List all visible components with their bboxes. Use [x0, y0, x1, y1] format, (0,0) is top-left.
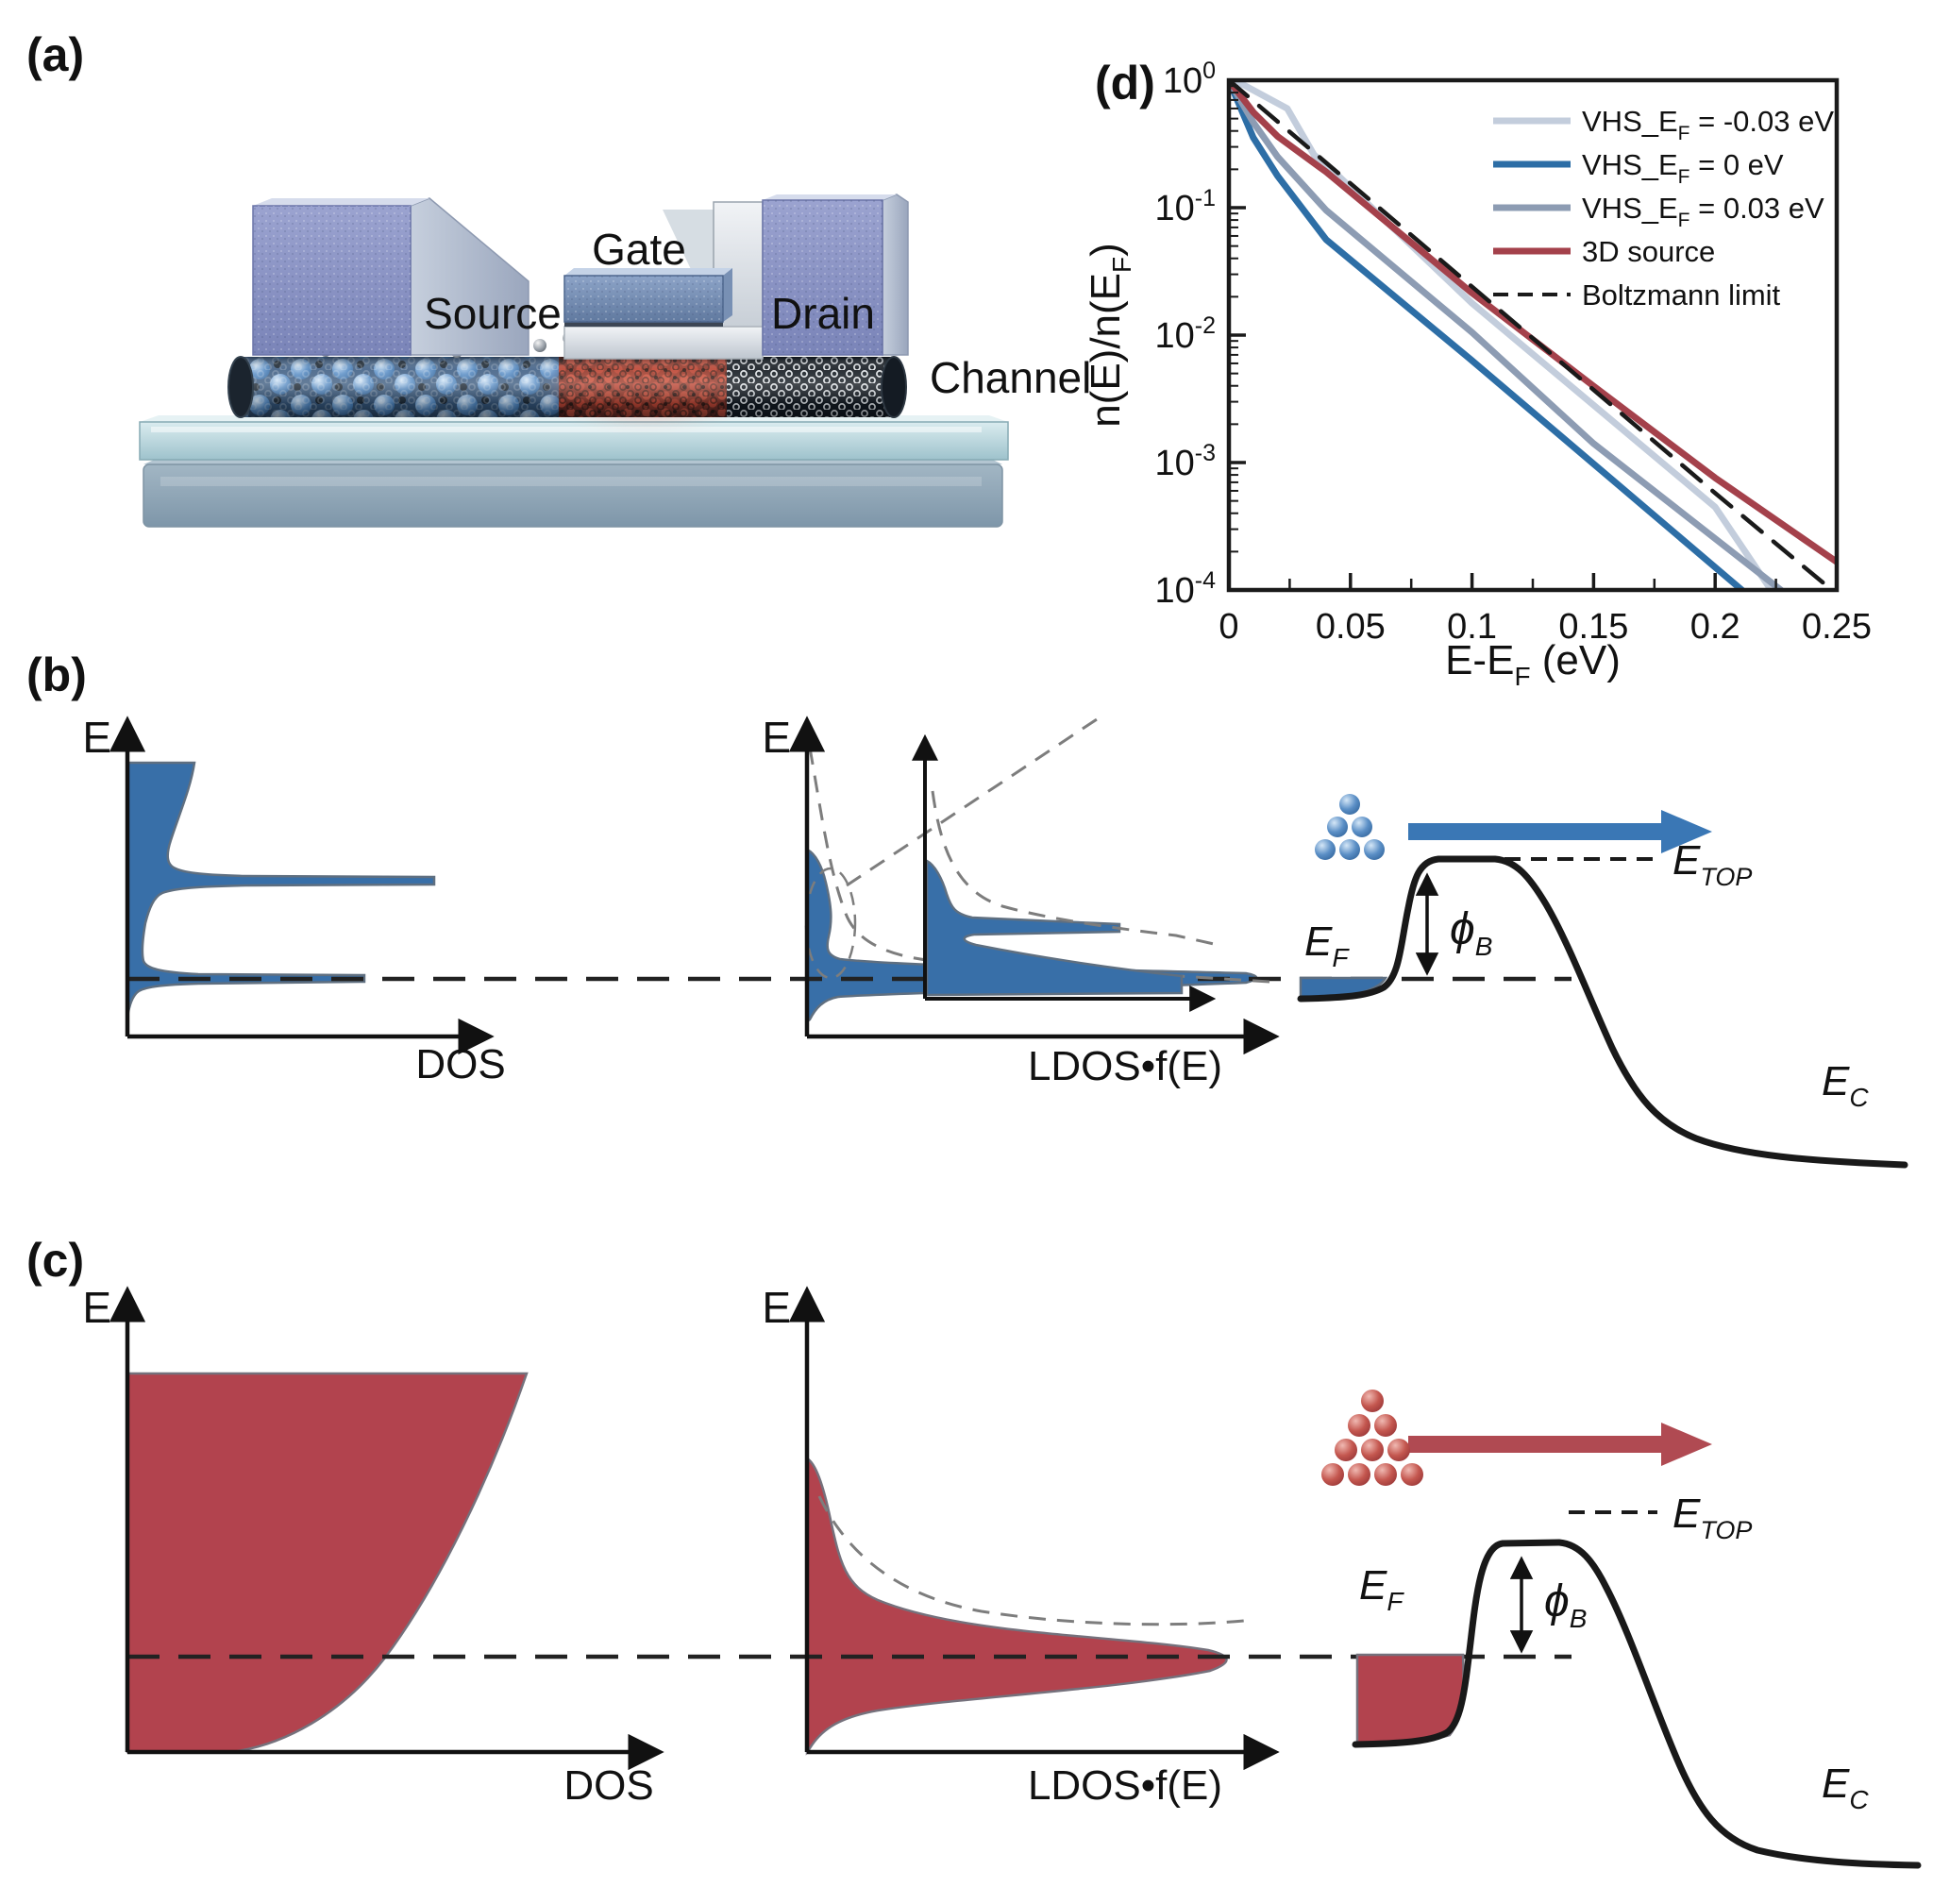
- y-tick-label: 100: [1163, 58, 1216, 101]
- phi-label-c: ϕB: [1544, 1576, 1587, 1633]
- tube-left-cap: [227, 356, 254, 418]
- ldos-envelope-dashed-b: [808, 747, 1270, 984]
- gate-cap-top-face: [564, 268, 732, 276]
- drain-side-face: [882, 194, 909, 356]
- gate-gap-line: [564, 322, 723, 327]
- gate-cap-side-face: [723, 268, 732, 322]
- ldos-3d-shape: [805, 1456, 1228, 1756]
- chart-series-group: [1229, 80, 1837, 590]
- dielectric-sheen: [151, 427, 982, 432]
- panel-a-label: (a): [26, 28, 84, 81]
- y-tick-label: 10-4: [1154, 567, 1216, 611]
- dos-b-e-label: E: [82, 713, 111, 762]
- panel-a: (a): [26, 28, 1091, 528]
- ef-label-b: EF: [1304, 918, 1350, 972]
- dielectric-slab: [139, 415, 1009, 461]
- etop-label-b: ETOP: [1672, 837, 1752, 891]
- y-tick-label: 10-1: [1154, 185, 1216, 228]
- drain-label: Drain: [771, 289, 875, 338]
- legend-label: Boltzmann limit: [1582, 278, 1781, 312]
- y-tick-label: 10-3: [1154, 440, 1216, 483]
- legend-label: VHS_EF = -0.03 eV: [1582, 105, 1834, 144]
- series-vhs_e: [1229, 80, 1785, 590]
- ldos-b-e-label: E: [762, 713, 791, 762]
- legend-label: 3D source: [1582, 235, 1715, 268]
- y-tick-label: 10-2: [1154, 312, 1216, 356]
- dos-c-axis-label: DOS: [563, 1762, 653, 1809]
- dos-c-e-label: E: [82, 1283, 111, 1332]
- ldos-c-e-label: E: [762, 1283, 791, 1332]
- dos-b-axis-label: DOS: [415, 1041, 505, 1087]
- panel-b-label: (b): [26, 649, 87, 701]
- chart-legend: VHS_EF = -0.03 eV VHS_EF = 0 eV VHS_EF = 0…: [1493, 105, 1834, 312]
- ldos-1d-shape: [805, 848, 1258, 1024]
- band-b-ec-curve: [1297, 855, 1908, 1169]
- carrier-balls-c: [1321, 1390, 1423, 1486]
- tube-shading: [239, 357, 894, 417]
- gate-base-slab: [563, 326, 764, 360]
- channel-label: Channel: [930, 353, 1091, 402]
- band-diagram-c: EF ϕB ETOP EC: [1321, 1390, 1922, 1869]
- series-vhs_e: [1229, 80, 1774, 590]
- panel-b: (b) E DOS E LDOS•f(E): [26, 649, 1908, 1169]
- nanotube-channel: [227, 331, 907, 418]
- x-tick-label: 0.1: [1447, 607, 1497, 647]
- substrate-base: [143, 457, 1003, 528]
- drain-contact: [762, 194, 909, 356]
- source-contact: [252, 197, 529, 356]
- phi-label-b: ϕB: [1450, 904, 1492, 961]
- band-c-ec-curve: [1352, 1539, 1922, 1869]
- drain-top-face: [763, 194, 897, 200]
- series-boltzmann-limit: [1229, 80, 1835, 590]
- ef-label-c: EF: [1359, 1562, 1404, 1616]
- injection-arrow-b: [1408, 810, 1712, 853]
- dos-3d-shape: [126, 1372, 529, 1754]
- carrier-balls-b: [1315, 794, 1385, 860]
- ldos-inset: [912, 733, 1223, 1012]
- substrate-base-sheen: [160, 477, 982, 486]
- etop-label-c: ETOP: [1672, 1491, 1752, 1544]
- ldos-inset-shape: [925, 858, 1184, 997]
- source-texture: [253, 206, 411, 355]
- x-tick-label: 0: [1219, 607, 1238, 647]
- chart-x-axis-label: E-EF (eV): [1445, 637, 1621, 691]
- gate-label: Gate: [592, 225, 686, 274]
- series-3d-source: [1229, 80, 1837, 565]
- source-top-face: [253, 198, 429, 206]
- panel-d: (d) 0 0.05 0.1 0.15 0.2 0.25 100 10-1 10-2 10-3 10…: [1083, 57, 1872, 691]
- x-tick-label: 0.2: [1690, 607, 1740, 647]
- panel-c-label: (c): [26, 1234, 84, 1287]
- chart-tick-labels-group: 0 0.05 0.1 0.15 0.2 0.25 100 10-1 10-2 10-3 10-4: [1154, 58, 1872, 647]
- panel-d-label: (d): [1095, 57, 1155, 110]
- band-diagram-b: EF ϕB ETOP EC: [1297, 794, 1908, 1169]
- series-vhs_e: [1229, 80, 1745, 590]
- chart-frame: [1226, 77, 1840, 593]
- x-tick-label: 0.05: [1316, 607, 1386, 647]
- ec-label-b: EC: [1822, 1058, 1869, 1112]
- ldos-inset-envelope: [931, 790, 1223, 948]
- zoom-guide-line-upper: [846, 717, 1098, 887]
- ldos-envelope-dashed-c: [817, 1495, 1254, 1626]
- ldos-c-axis-label: LDOS•f(E): [1028, 1762, 1222, 1809]
- legend-label: VHS_EF = 0 eV: [1582, 148, 1784, 188]
- x-tick-label: 0.25: [1802, 607, 1872, 647]
- dos-1d-shape: [126, 761, 436, 1019]
- gate-cap-texture: [564, 276, 723, 322]
- injection-arrow-c: [1408, 1423, 1712, 1466]
- chart-y-axis-label: n(E)/n(EF): [1083, 243, 1136, 428]
- substrate-base-front: [143, 463, 1003, 528]
- gate-stack: [563, 201, 764, 360]
- ec-label-c: EC: [1822, 1761, 1869, 1814]
- x-tick-label: 0.15: [1558, 607, 1628, 647]
- zoom-ellipse: [804, 867, 857, 980]
- ldos-b-axis-label: LDOS•f(E): [1028, 1043, 1222, 1089]
- tube-right-cap: [881, 356, 907, 418]
- legend-label: VHS_EF = 0.03 eV: [1582, 192, 1824, 231]
- drain-texture: [763, 200, 882, 355]
- source-label: Source: [424, 289, 562, 338]
- panel-c: (c) E DOS E LDOS•f(E): [26, 1234, 1922, 1869]
